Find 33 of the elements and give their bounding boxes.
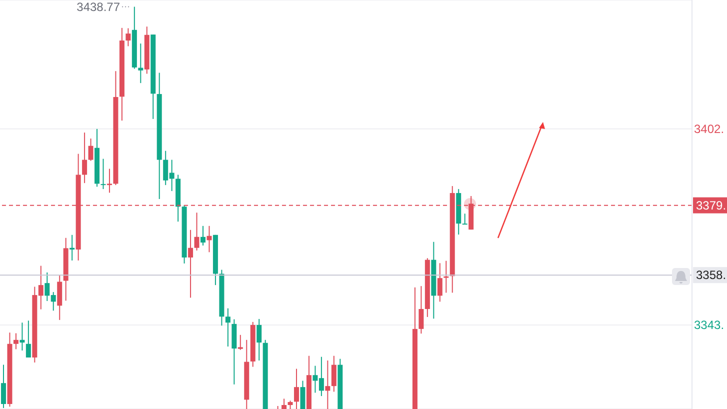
ref-line-label: 3358.	[696, 268, 726, 282]
candlestick	[188, 229, 194, 298]
y-tick-label: 3402.	[694, 122, 724, 136]
candlestick	[300, 380, 306, 409]
candlestick	[225, 308, 230, 348]
candlestick	[206, 225, 212, 253]
candlestick	[20, 322, 25, 352]
candlestick	[1, 364, 6, 409]
candlestick	[138, 43, 144, 84]
candlestick	[82, 132, 88, 184]
candlestick	[70, 234, 75, 261]
candlestick	[126, 28, 131, 47]
candlestick	[100, 158, 106, 190]
candlestick	[13, 332, 18, 350]
annotation: 3438.77	[76, 0, 120, 14]
candlestick	[88, 138, 94, 162]
candlestick	[325, 360, 330, 409]
candlestick	[444, 260, 449, 294]
candlestick	[282, 398, 287, 409]
candlestick	[200, 225, 206, 246]
candlestick	[26, 320, 31, 358]
ref-line-label: 3379.	[696, 198, 726, 212]
candlestick	[294, 368, 300, 409]
candlestick	[238, 334, 243, 350]
candlestick	[418, 286, 424, 334]
candlestick	[331, 355, 336, 392]
candlestick	[462, 213, 468, 225]
candlestick	[57, 274, 62, 320]
candlestick	[256, 318, 262, 361]
y-tick-label: 3343.	[694, 318, 724, 332]
candlestick	[106, 168, 112, 194]
candlestick	[437, 262, 442, 302]
candlestick	[194, 212, 200, 252]
